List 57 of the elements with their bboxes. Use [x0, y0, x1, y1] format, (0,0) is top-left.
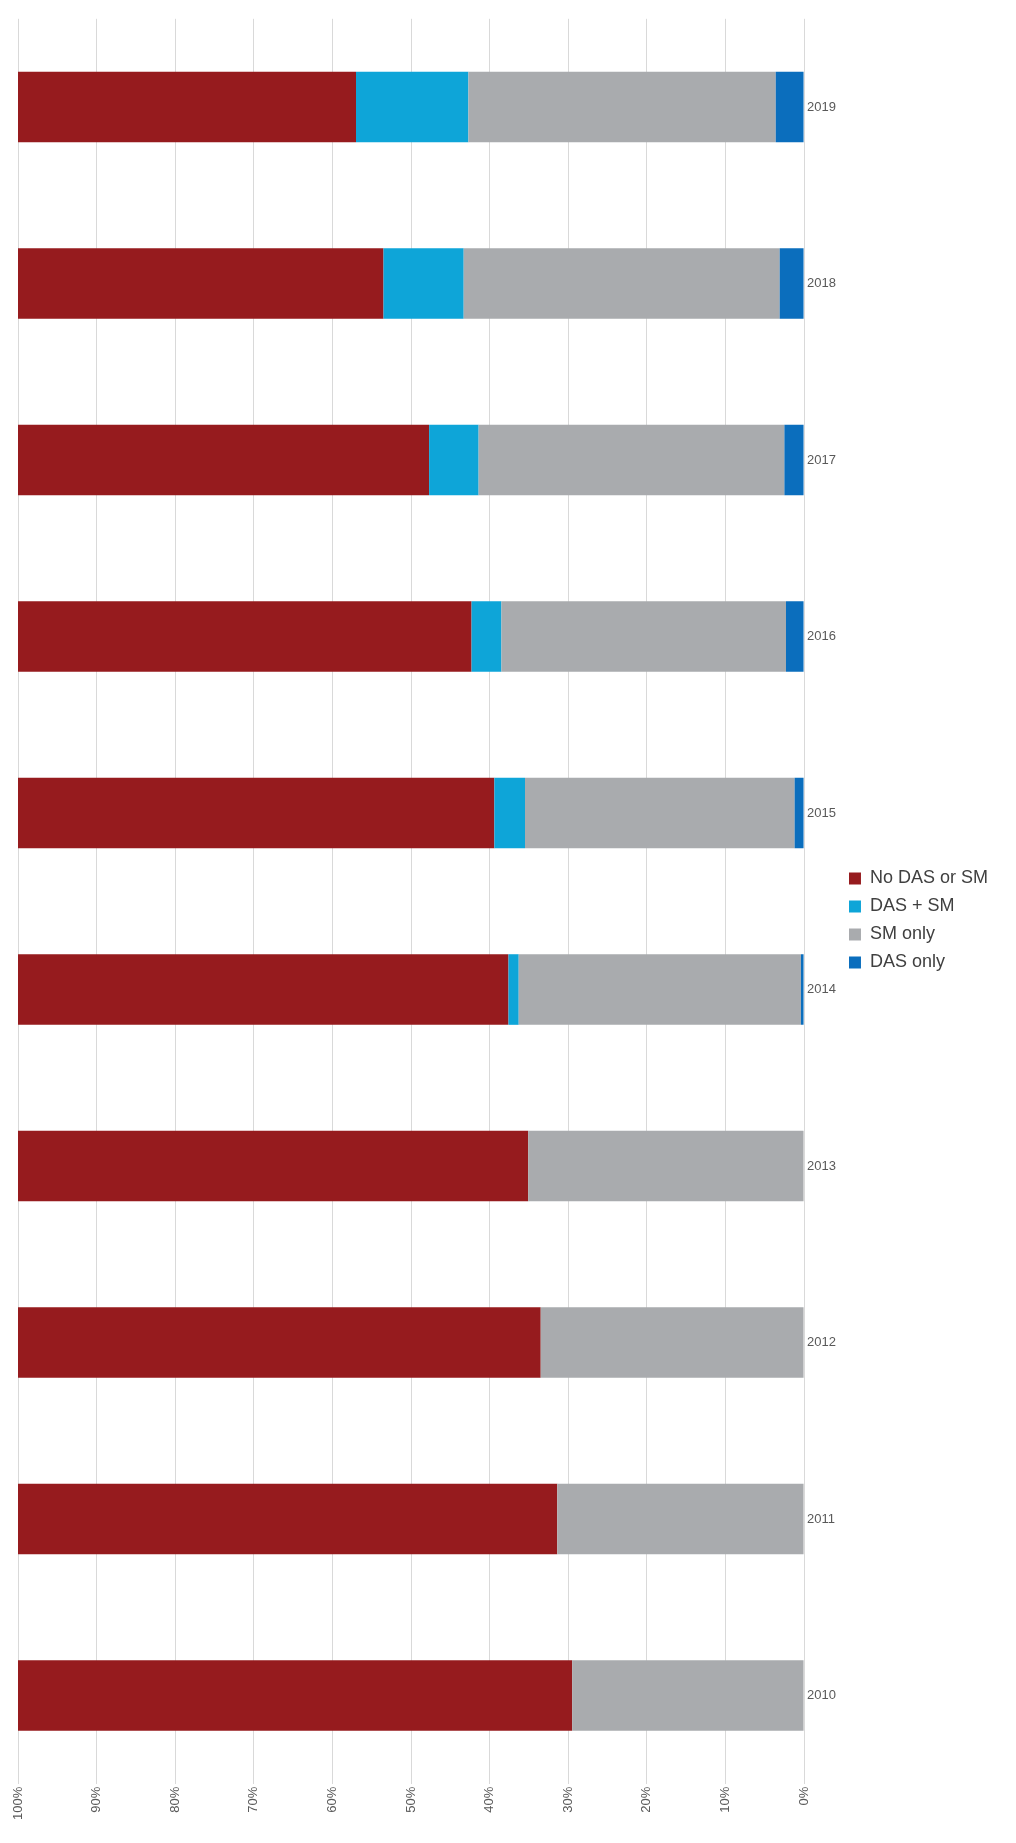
bar: [525, 777, 795, 849]
y-tick-label: 2018: [807, 275, 836, 291]
x-tick-label: 20%: [638, 1786, 654, 1813]
y-tick-label: 2016: [807, 628, 836, 644]
bar: [508, 954, 519, 1025]
bar: [18, 954, 509, 1025]
legend-label: DAS + SM: [869, 895, 955, 916]
y-tick-label: 2019: [807, 98, 836, 114]
y-tick-label: 2013: [807, 1157, 836, 1173]
bar: [794, 777, 804, 849]
x-tick-label: 90%: [88, 1786, 104, 1813]
x-tick-label: 50%: [402, 1786, 418, 1813]
bar: [356, 71, 469, 143]
bar: [775, 71, 804, 143]
bar: [463, 248, 780, 319]
x-tick-label: 80%: [166, 1786, 182, 1813]
legend-label: No DAS or SM: [869, 867, 988, 888]
bar: [18, 777, 495, 849]
bar: [18, 1483, 558, 1555]
bar: [557, 1483, 804, 1555]
bar: [518, 954, 801, 1025]
x-tick-label: 30%: [559, 1786, 575, 1813]
bar: [785, 601, 804, 672]
x-tick-label: 60%: [324, 1786, 339, 1813]
bar: [383, 248, 464, 319]
y-tick-label: 2012: [807, 1334, 836, 1350]
x-tick-label: 10%: [717, 1786, 733, 1813]
bar: [528, 1130, 804, 1202]
legend-label: DAS only: [869, 951, 946, 972]
bar: [18, 424, 430, 496]
bar: [18, 1307, 541, 1378]
bar: [18, 71, 356, 143]
y-tick-label: 2015: [807, 804, 836, 820]
bar: [18, 1130, 529, 1202]
bar: [468, 71, 776, 143]
y-tick-label: 2011: [807, 1510, 836, 1526]
legend-label: SM only: [869, 923, 935, 944]
bar: [429, 424, 479, 496]
bar: [572, 1660, 804, 1731]
bar: [18, 248, 384, 319]
bar: [471, 601, 502, 672]
y-tick-label: 2017: [807, 451, 836, 467]
bar: [784, 424, 804, 496]
bar: [478, 424, 785, 496]
x-tick-label: 70%: [245, 1786, 261, 1813]
bar: [18, 601, 472, 672]
bar: [501, 601, 786, 672]
bar: [540, 1307, 804, 1378]
y-tick-label: 2010: [807, 1687, 836, 1703]
bar: [494, 777, 525, 849]
x-tick-label: 0%: [795, 1786, 811, 1806]
bar: [800, 954, 804, 1025]
y-tick-label: 2014: [807, 981, 836, 997]
bar: [18, 1660, 573, 1731]
bar: [779, 248, 804, 319]
x-tick-label: 40%: [481, 1786, 497, 1813]
x-tick-label: 100%: [9, 1786, 25, 1820]
